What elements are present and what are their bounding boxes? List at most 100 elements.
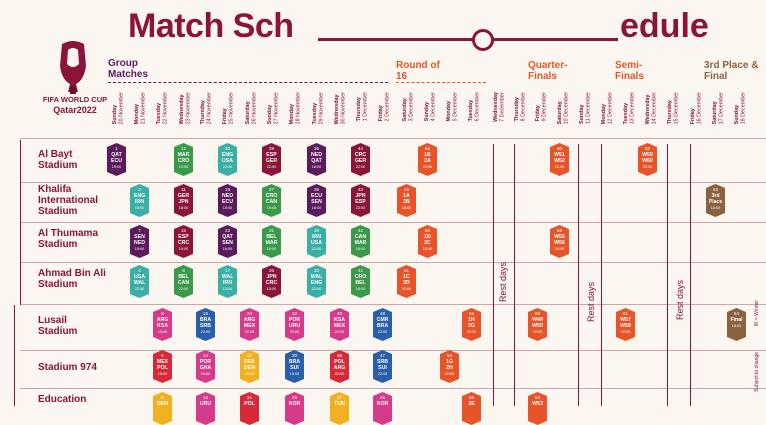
match-badge[interactable]: 63 3rd Place 18:00 [706,184,725,217]
match-number: 20 [224,146,230,151]
match-team-a: POR [288,317,301,323]
match-badge[interactable]: 40 KSA MEX 22:00 [330,308,349,341]
match-badge[interactable]: 41 CRO BEL 18:00 [351,265,370,298]
match-time: 22:00 [377,330,388,334]
match-team-b: GER [354,158,367,164]
match-badge[interactable]: 55 1E [462,392,481,425]
date-day: Saturday [712,101,718,125]
match-badge[interactable]: 47 SRB SUI 22:00 [373,350,392,383]
match-badge[interactable]: 20 ENG USA 22:00 [218,143,237,176]
match-badge[interactable]: 45 KOR [373,392,392,425]
match-number: 11 [181,187,186,192]
match-badge[interactable]: 39 IRN USA 22:00 [307,225,326,258]
match-badge[interactable]: 24 ARG MEX 22:00 [240,308,259,341]
match-badge[interactable]: 50 1D 2C 18:00 [418,225,437,258]
match-badge[interactable]: 33 WAL ENG 22:00 [307,265,326,298]
match-badge[interactable]: 28 ESP GER 22:00 [262,143,281,176]
match-team-a: URU [199,401,212,407]
match-badge[interactable]: 64 Final 18:00 [727,308,746,341]
match-badge[interactable]: 22 FRA DEN 19:00 [240,350,259,383]
match-badge[interactable]: 54 1G 2H 22:00 [440,350,459,383]
match-badge[interactable]: 48 CMR BRA 22:00 [373,308,392,341]
match-badge[interactable]: 12 MAR CRO 13:00 [174,143,193,176]
match-badge[interactable]: 60 W51 W52 22:00 [550,143,569,176]
change-note: Subject to change [754,352,760,393]
match-badge[interactable]: 52 1B 2A 22:00 [418,143,437,176]
match-badge[interactable]: 58 W55 W56 18:00 [550,225,569,258]
match-number: 8 [182,268,185,273]
match-number: 5 [161,395,164,400]
match-badge[interactable]: 35 ECU SEN 18:00 [307,184,326,217]
match-badge[interactable]: 51 1C 2D 22:00 [397,265,416,298]
match-badge[interactable]: 36 NED QAT 18:00 [307,143,326,176]
match-badge[interactable]: 7 SEN NED 19:00 [130,225,149,258]
match-time: 22:00 [311,247,322,251]
match-badge[interactable]: 6 MEX POL 19:00 [153,350,172,383]
venue-label: Ahmad Bin Ali Stadium [38,268,106,290]
match-badge[interactable]: 38 POL ARG 22:00 [330,350,349,383]
match-badge[interactable]: 16 BRA SRB 22:00 [196,308,215,341]
match-time: 19:00 [178,247,189,251]
date-header: Sunday 18 December [734,92,747,124]
match-badge[interactable]: 23 QAT SEN 16:00 [218,225,237,258]
match-team-b: SEN [311,199,322,205]
date-day: Tuesday [623,102,629,125]
date-header: Monday 12 December [601,92,614,124]
match-team-a: MAR [177,152,190,158]
match-badge[interactable]: 19 NED ECU 19:00 [218,184,237,217]
match-badge[interactable]: 42 CAN MAR 18:00 [351,225,370,258]
brand-line1: FIFA WORLD CUP [42,95,108,104]
match-badge[interactable]: 44 CRC GER 22:00 [351,143,370,176]
date-day: Tuesday [156,102,162,125]
match-badge[interactable]: 5 DEN [153,392,172,425]
match-badge[interactable]: 62 W59 W60 22:00 [638,143,657,176]
row-divider [20,304,766,305]
match-number: 42 [357,228,363,233]
match-badge[interactable]: 3 ENG IRN 16:00 [130,184,149,217]
match-time: 22:00 [377,372,388,376]
match-badge[interactable]: 53 W53 [528,392,547,425]
match-badge[interactable]: 27 CRO CAN 19:00 [262,184,281,217]
date-header: Friday 9 December [535,92,548,121]
match-team-a: WAL [221,274,234,280]
match-number: 45 [379,395,385,400]
match-time: 22:00 [244,330,255,334]
match-badge[interactable]: 32 POR URU 22:00 [285,308,304,341]
match-badge[interactable]: 30 BRA SUI 19:00 [285,350,304,383]
match-badge[interactable]: 49 1A 2B 18:00 [397,184,416,217]
match-team-a: ENG [133,193,146,199]
match-badge[interactable]: 59 W49 W50 22:00 [528,308,547,341]
date-header: Tuesday 29 November [312,92,325,124]
match-team-a: 1E [468,401,475,407]
match-badge[interactable]: 61 W57 W58 22:00 [616,308,635,341]
page-title: Match Sch [128,7,294,45]
match-badge[interactable]: 14 POR GHA 19:00 [196,350,215,383]
match-badge[interactable]: 26 JPN CRC 13:00 [262,265,281,298]
match-badge[interactable]: 8 BEL CAN 22:00 [174,265,193,298]
match-time: 22:00 [134,287,145,291]
match-badge[interactable]: 56 1H 2G 22:00 [462,308,481,341]
match-badge[interactable]: 17 WAL IRN 13:00 [218,265,237,298]
date-value: 26 November [251,92,258,125]
match-team-a: ARG [243,317,256,323]
match-team-b: CAN [177,280,190,286]
match-badge[interactable]: 15 ESP CRC 19:00 [174,225,193,258]
date-day: Thursday [514,97,520,122]
match-badge[interactable]: 8 ARG KSA 13:00 [153,308,172,341]
title-circle-ornament [472,29,494,51]
match-badge[interactable]: 43 JPN ESP 22:00 [351,184,370,217]
match-team-b: ENG [310,280,323,286]
date-day: Sunday [579,104,585,124]
match-badge[interactable]: 21 POL [240,392,259,425]
match-badge[interactable]: 4 USA WAL 22:00 [130,265,149,298]
match-badge[interactable]: 29 KOR [285,392,304,425]
date-day: Thursday [667,100,673,125]
match-time: 22:00 [222,165,233,169]
match-badge[interactable]: 31 BEL MAR 16:00 [262,225,281,258]
match-team-a: POL [244,401,255,407]
match-badge[interactable]: 11 GER JPN 16:00 [174,184,193,217]
match-badge[interactable]: 1 QAT ECU 19:00 [107,143,126,176]
match-badge[interactable]: 37 TUN [330,392,349,425]
match-time: 16:00 [178,206,189,210]
match-badge[interactable]: 13 URU [196,392,215,425]
